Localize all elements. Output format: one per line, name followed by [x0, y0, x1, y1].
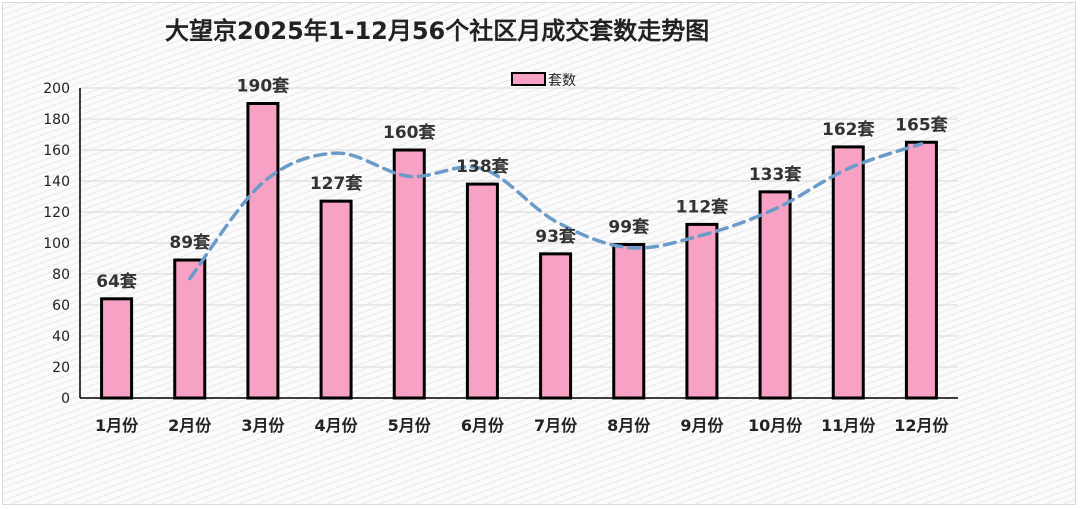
y-tick-label-100: 100 [43, 236, 70, 252]
trendline-path [188, 142, 924, 281]
x-tick-label-7月份: 7月份 [534, 416, 578, 435]
y-tick-label-200: 200 [43, 81, 70, 97]
bar-6月份 [465, 182, 499, 400]
y-tick-label-60: 60 [52, 298, 70, 314]
x-tick-label-11月份: 11月份 [821, 416, 876, 435]
data-labels: 64套 89套 190套 127套 160套 138套 93套 99套 112套 133套 162套… [96, 76, 948, 292]
bar-1月份 [100, 297, 134, 400]
bar-10月份 [758, 190, 792, 400]
x-tick-label-2月份: 2月份 [168, 416, 212, 435]
y-tick-label-160: 160 [43, 143, 70, 159]
bars [100, 102, 938, 400]
data-label-2月份: 89套 [169, 232, 211, 253]
x-tick-label-10月份: 10月份 [748, 416, 803, 435]
x-tick-label-8月份: 8月份 [607, 416, 651, 435]
data-label-9月份: 112套 [676, 196, 729, 217]
data-label-3月份: 190套 [237, 76, 290, 97]
axes [79, 88, 958, 399]
legend: 套数 [511, 72, 576, 89]
data-label-11月份: 162套 [822, 119, 875, 140]
data-label-1月份: 64套 [96, 271, 138, 292]
y-gridlines [80, 87, 958, 368]
y-tick-label-80: 80 [52, 267, 70, 283]
bar-8月份 [612, 243, 646, 400]
y-tick-label-40: 40 [52, 329, 70, 345]
data-label-5月份: 160套 [383, 122, 436, 143]
x-tick-label-6月份: 6月份 [461, 416, 505, 435]
bar-11月份 [831, 145, 865, 400]
data-label-10月份: 133套 [749, 164, 802, 185]
y-tick-label-120: 120 [43, 205, 70, 221]
y-tick-label-180: 180 [43, 112, 70, 128]
legend-label: 套数 [548, 73, 576, 89]
y-axis-tick-labels: 0 20 40 60 80 100 120 140 160 180 200 [43, 81, 70, 407]
data-label-12月份: 165套 [895, 114, 948, 135]
x-tick-label-1月份: 1月份 [95, 416, 139, 435]
y-tick-label-0: 0 [61, 391, 70, 407]
y-tick-label-20: 20 [52, 360, 70, 376]
bar-4月份 [319, 199, 353, 400]
bar-9月份 [685, 222, 719, 400]
x-tick-label-9月份: 9月份 [680, 416, 724, 435]
x-axis-category-labels: 1月份 2月份 3月份 4月份 5月份 6月份 7月份 8月份 9月份 10月份 11月份 12月份 [95, 416, 950, 435]
data-label-8月份: 99套 [608, 217, 650, 238]
bar-5月份 [392, 148, 426, 400]
x-tick-label-12月份: 12月份 [894, 416, 949, 435]
legend-swatch-套数 [511, 72, 546, 86]
bar-3月份 [246, 102, 280, 400]
trendline [188, 142, 924, 281]
x-tick-label-4月份: 4月份 [315, 416, 359, 435]
data-label-4月份: 127套 [310, 173, 363, 194]
x-tick-label-5月份: 5月份 [388, 416, 432, 435]
bar-2月份 [173, 258, 207, 400]
bar-12月份 [904, 140, 938, 400]
bar-7月份 [539, 252, 573, 400]
data-label-7月份: 93套 [535, 226, 577, 247]
data-label-6月份: 138套 [456, 156, 509, 177]
chart-title: 大望京2025年1-12月56个社区月成交套数走势图 [165, 17, 709, 45]
y-tick-label-140: 140 [43, 174, 70, 190]
x-tick-label-3月份: 3月份 [241, 416, 285, 435]
